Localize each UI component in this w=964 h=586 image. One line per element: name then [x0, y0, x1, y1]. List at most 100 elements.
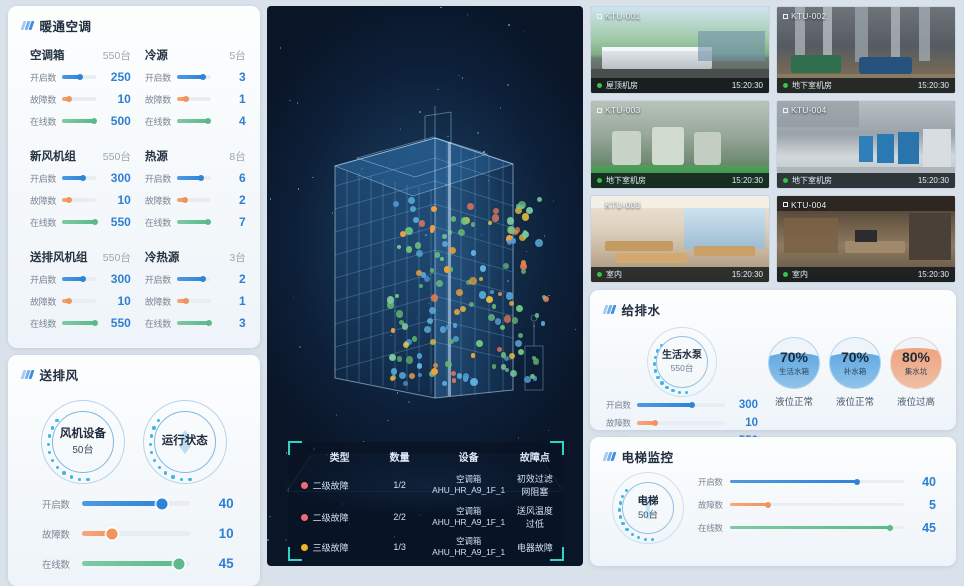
metric-slider[interactable] — [177, 119, 211, 123]
slider-knob[interactable] — [200, 276, 206, 282]
hvac-metric-row[interactable]: 开启数 300 — [30, 272, 131, 286]
ventilation-metric-row[interactable]: 在线数 45 — [42, 556, 234, 571]
camera-tile[interactable]: KTU-003 地下室机房 15:20:30 — [590, 100, 770, 188]
slider-knob[interactable] — [66, 197, 72, 203]
slider-knob[interactable] — [206, 320, 212, 326]
tank-item[interactable]: 70% 补水箱 液位正常 — [829, 337, 881, 408]
alarm-row[interactable]: 二级故障 2/2 空调箱 AHU_HR_A9_1F_1 送风温度过低 — [289, 501, 563, 533]
hvac-metric-row[interactable]: 在线数 500 — [30, 114, 131, 128]
sensor-dot — [409, 373, 415, 379]
metric-slider[interactable] — [82, 501, 190, 506]
metric-slider[interactable] — [62, 299, 96, 303]
tank-item[interactable]: 70% 生活水箱 液位正常 — [768, 337, 820, 408]
camera-tile[interactable]: KTU-002 地下室机房 15:20:30 — [776, 6, 956, 94]
metric-slider[interactable] — [177, 198, 211, 202]
slider-fill — [177, 220, 208, 224]
alarm-row[interactable]: 二级故障 1/2 空调箱 AHU_HR_A9_1F_1 初效过滤网阻塞 — [289, 469, 563, 501]
slider-knob[interactable] — [689, 402, 695, 408]
slider-knob[interactable] — [182, 197, 188, 203]
metric-slider[interactable] — [62, 220, 96, 224]
hvac-metric-row[interactable]: 在线数 550 — [30, 316, 131, 330]
water-metric-row[interactable]: 开启数 300 — [606, 399, 758, 411]
slider-knob[interactable] — [77, 74, 83, 80]
elevator-metric-row[interactable]: 故障数 5 — [698, 498, 936, 512]
hvac-metric-row[interactable]: 在线数 4 — [145, 114, 246, 128]
slider-knob[interactable] — [66, 298, 72, 304]
metric-slider[interactable] — [177, 220, 211, 224]
camera-tile[interactable]: KTU-003 室内 15:20:30 — [590, 195, 770, 283]
slider-knob[interactable] — [92, 219, 98, 225]
metric-slider[interactable] — [62, 321, 96, 325]
metric-slider[interactable] — [62, 176, 96, 180]
hvac-group-header: 冷源 5台 — [145, 47, 246, 63]
elevator-metric-row[interactable]: 在线数 45 — [698, 521, 936, 535]
slider-knob[interactable] — [92, 320, 98, 326]
slider-knob[interactable] — [198, 175, 204, 181]
metric-slider[interactable] — [177, 299, 211, 303]
slider-knob[interactable] — [80, 276, 86, 282]
slider-knob[interactable] — [887, 525, 893, 531]
metric-slider[interactable] — [730, 526, 904, 530]
hvac-metric-row[interactable]: 故障数 10 — [30, 92, 131, 106]
slider-knob[interactable] — [183, 298, 189, 304]
metric-slider[interactable] — [62, 119, 96, 123]
ventilation-metric-row[interactable]: 故障数 10 — [42, 526, 234, 541]
metric-slider[interactable] — [82, 561, 190, 566]
slider-knob[interactable] — [200, 74, 206, 80]
metric-slider[interactable] — [177, 97, 211, 101]
metric-slider[interactable] — [637, 421, 725, 425]
hvac-metric-row[interactable]: 开启数 6 — [145, 171, 246, 185]
slider-knob[interactable] — [107, 528, 118, 539]
camera-tile[interactable]: KTU-004 室内 15:20:30 — [776, 195, 956, 283]
elevator-metric-row[interactable]: 开启数 40 — [698, 475, 936, 489]
metric-slider[interactable] — [730, 503, 904, 507]
slider-knob[interactable] — [765, 502, 771, 508]
water-metric-row[interactable]: 故障数 10 — [606, 417, 758, 429]
metric-slider[interactable] — [62, 75, 96, 79]
camera-timestamp: 15:20:30 — [918, 176, 949, 185]
hvac-metric-row[interactable]: 在线数 7 — [145, 215, 246, 229]
metric-slider[interactable] — [62, 277, 96, 281]
slider-knob[interactable] — [652, 420, 658, 426]
camera-tile[interactable]: KTU-001 屋顶机房 15:20:30 — [590, 6, 770, 94]
slider-knob[interactable] — [183, 96, 189, 102]
sensor-dot — [533, 376, 538, 381]
slider-knob[interactable] — [854, 479, 860, 485]
metric-slider[interactable] — [177, 277, 211, 281]
hvac-metric-row[interactable]: 开启数 2 — [145, 272, 246, 286]
hvac-metric-row[interactable]: 故障数 1 — [145, 92, 246, 106]
camera-tile[interactable]: KTU-004 地下室机房 15:20:30 — [776, 100, 956, 188]
slider-knob[interactable] — [205, 219, 211, 225]
slider-knob[interactable] — [156, 498, 167, 509]
hvac-metric-row[interactable]: 故障数 10 — [30, 294, 131, 308]
slider-knob[interactable] — [66, 96, 72, 102]
hvac-metric-row[interactable]: 开启数 300 — [30, 171, 131, 185]
building-3d-view[interactable]: 类型 数量 设备 故障点 二级故障 1/2 空调箱 AHU_HR_A9_1F_1 初效过滤网阻… — [267, 6, 583, 566]
hvac-metric-row[interactable]: 开启数 3 — [145, 70, 246, 84]
slider-knob[interactable] — [91, 118, 97, 124]
metric-slider[interactable] — [177, 75, 211, 79]
alarm-level-dot — [301, 544, 308, 551]
metric-slider[interactable] — [177, 321, 211, 325]
alarm-table[interactable]: 类型 数量 设备 故障点 二级故障 1/2 空调箱 AHU_HR_A9_1F_1 初效过滤网阻… — [289, 442, 563, 560]
slider-knob[interactable] — [80, 175, 86, 181]
metric-slider[interactable] — [82, 531, 190, 536]
alarm-device: 空调箱 AHU_HR_A9_1F_1 — [421, 474, 517, 497]
hvac-metric-row[interactable]: 故障数 10 — [30, 193, 131, 207]
metric-slider[interactable] — [730, 480, 904, 484]
tank-item[interactable]: 80% 集水坑 液位过高 — [890, 337, 942, 408]
hvac-metric-row[interactable]: 故障数 2 — [145, 193, 246, 207]
metric-slider[interactable] — [637, 403, 725, 407]
metric-slider[interactable] — [62, 97, 96, 101]
ventilation-metric-row[interactable]: 开启数 40 — [42, 496, 234, 511]
metric-slider[interactable] — [177, 176, 211, 180]
hvac-metric-row[interactable]: 在线数 550 — [30, 215, 131, 229]
hvac-metric-row[interactable]: 故障数 1 — [145, 294, 246, 308]
hvac-group-name: 热源 — [145, 148, 168, 164]
slider-knob[interactable] — [205, 118, 211, 124]
slider-knob[interactable] — [173, 558, 184, 569]
hvac-metric-row[interactable]: 在线数 3 — [145, 316, 246, 330]
hvac-metric-row[interactable]: 开启数 250 — [30, 70, 131, 84]
metric-slider[interactable] — [62, 198, 96, 202]
alarm-row[interactable]: 三级故障 1/3 空调箱 AHU_HR_A9_1F_1 电器故障 — [289, 533, 563, 562]
